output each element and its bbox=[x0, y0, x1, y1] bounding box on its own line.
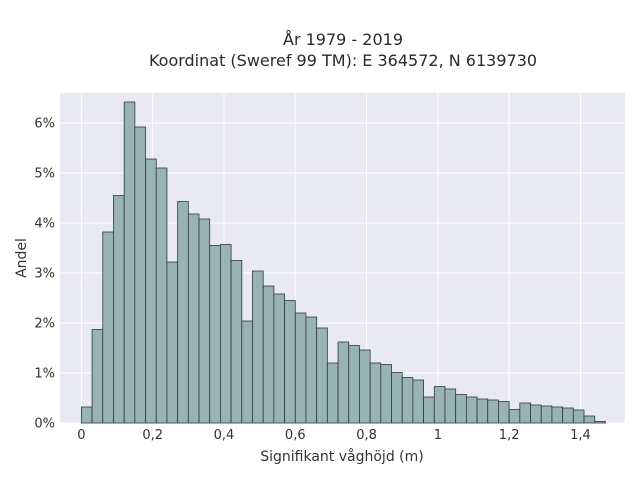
x-tick-label: 0,2 bbox=[142, 428, 163, 443]
y-tick-label: 0% bbox=[34, 417, 55, 432]
histogram-bar bbox=[594, 421, 606, 424]
histogram-bar bbox=[145, 158, 157, 424]
histogram-bar bbox=[423, 396, 435, 424]
x-tick-label: 1,4 bbox=[570, 428, 591, 443]
x-tick-label: 0,4 bbox=[214, 428, 235, 443]
histogram-bar bbox=[273, 293, 285, 424]
histogram-bar bbox=[433, 386, 446, 424]
histogram-bar bbox=[241, 320, 253, 424]
histogram-bar bbox=[123, 101, 136, 424]
histogram-bar bbox=[91, 329, 104, 424]
chart-title: År 1979 - 2019 bbox=[283, 30, 403, 49]
histogram-bar bbox=[455, 394, 467, 424]
histogram-bar bbox=[444, 388, 457, 424]
y-axis-label: Andel bbox=[14, 238, 30, 278]
y-tick-label: 5% bbox=[34, 167, 55, 182]
y-tick-label: 4% bbox=[34, 217, 55, 232]
histogram-bar bbox=[326, 362, 339, 424]
histogram-bar bbox=[262, 285, 275, 424]
y-tick-label: 1% bbox=[34, 367, 55, 382]
histogram-bars bbox=[80, 101, 606, 424]
histogram-bar bbox=[391, 372, 403, 424]
histogram-bar bbox=[113, 195, 125, 424]
histogram-bar bbox=[155, 167, 168, 424]
histogram-bar bbox=[530, 404, 542, 424]
histogram-bar bbox=[348, 345, 360, 424]
histogram-bar bbox=[540, 405, 553, 424]
x-tick-label: 0,8 bbox=[356, 428, 377, 443]
histogram-bar bbox=[359, 349, 371, 424]
histogram-bar bbox=[508, 409, 521, 424]
histogram-bar bbox=[220, 244, 232, 424]
histogram-bar bbox=[412, 379, 424, 424]
histogram-bar bbox=[177, 201, 189, 424]
histogram-bar bbox=[562, 407, 574, 424]
histogram-bar bbox=[498, 401, 510, 424]
x-tick-label: 1 bbox=[434, 428, 442, 443]
histogram-bar bbox=[166, 261, 179, 424]
histogram-bar bbox=[209, 245, 221, 424]
chart-subtitle: Koordinat (Sweref 99 TM): E 364572, N 61… bbox=[149, 51, 537, 70]
histogram-bar bbox=[380, 364, 392, 424]
histogram-bar bbox=[198, 218, 211, 424]
x-tick-label: 0,6 bbox=[285, 428, 306, 443]
histogram-bar bbox=[572, 409, 585, 424]
histogram-bar bbox=[487, 399, 499, 424]
histogram-bar bbox=[337, 341, 350, 424]
y-tick-labels: 0% 1% 2% 3% 4% 5% 6% bbox=[34, 117, 55, 432]
histogram-bar bbox=[134, 126, 146, 424]
y-tick-label: 3% bbox=[34, 267, 55, 282]
histogram-bar bbox=[252, 270, 264, 424]
histogram-bar bbox=[230, 260, 243, 424]
histogram-bar bbox=[187, 213, 200, 424]
histogram-bar bbox=[294, 312, 307, 424]
histogram-bar bbox=[316, 327, 328, 424]
histogram-bar bbox=[284, 300, 296, 424]
histogram-bar bbox=[401, 377, 414, 424]
histogram-bar bbox=[583, 415, 596, 424]
y-tick-label: 6% bbox=[34, 117, 55, 132]
y-tick-label: 2% bbox=[34, 317, 55, 332]
x-axis-label: Signifikant våghöjd (m) bbox=[260, 448, 423, 465]
x-tick-label: 0 bbox=[77, 428, 85, 443]
histogram-bar bbox=[519, 402, 531, 424]
histogram-bar bbox=[369, 362, 382, 424]
histogram-bar bbox=[305, 316, 318, 424]
histogram-bar bbox=[551, 406, 564, 424]
x-tick-labels: 0 0,2 0,4 0,6 0,8 1 1,2 1,4 bbox=[77, 428, 591, 443]
histogram-bar bbox=[80, 406, 93, 424]
x-tick-label: 1,2 bbox=[499, 428, 520, 443]
histogram-bar bbox=[476, 398, 489, 424]
histogram-bar bbox=[102, 231, 114, 424]
histogram-bar bbox=[465, 396, 478, 424]
